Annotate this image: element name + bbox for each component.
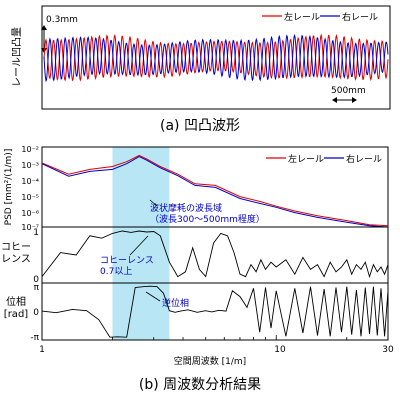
panel-b: PSD [mm²/(1/m)] 10⁻² 10⁻³ 10⁻⁴ 10⁻⁵ 10⁻⁶… <box>1 145 394 393</box>
legend-b-left-label: 左レール <box>288 153 324 165</box>
psd-tick-labels: 10⁻² 10⁻³ 10⁻⁴ 10⁻⁵ 10⁻⁶ 10⁻⁷ <box>21 145 39 232</box>
panel-a-frame <box>41 5 391 110</box>
psd-tick-label: 10⁻⁵ <box>21 193 39 202</box>
x-axis-label: 空間周波数 [1/m] <box>174 355 246 367</box>
coh-ylabel: コヒーレンス <box>1 241 31 265</box>
psd-annotation: 波状摩耗の波長域（波長300〜500mm程度） <box>150 202 265 225</box>
y-scale-label: 0.3mm <box>46 15 78 25</box>
caption-b: (b) 周波数分析結果 <box>139 377 261 393</box>
phase-tick-label: 0 <box>33 308 39 318</box>
y-scale-arrow-down <box>41 48 47 53</box>
psd-tick-label: 10⁻² <box>21 145 39 154</box>
caption-a: (a) 凹凸波形 <box>160 118 240 134</box>
coh-annotation: コヒーレンス 0.7以上 <box>100 255 154 277</box>
coh-tick-label: 1 <box>33 228 39 238</box>
x-scale-arrow-left <box>332 97 337 103</box>
coh-annotation-arrow <box>129 235 149 256</box>
psd-tick-label: 10⁻³ <box>21 161 39 170</box>
series-right-rail-waveform <box>43 33 389 83</box>
panel-a: レール凹凸量 0.3mm 左レール 右レール 500mm (a) 凹凸波形 <box>11 5 391 134</box>
psd-annotation-arrow <box>149 199 158 207</box>
coh-frame <box>41 226 389 284</box>
series-coherence <box>41 230 389 279</box>
x-scale-arrow-right <box>352 97 357 103</box>
x-tick-label: 10 <box>274 345 286 355</box>
coh-tick-label: 0 <box>33 275 39 285</box>
psd-ylabel: PSD [mm²/(1/m)] <box>4 149 14 226</box>
psd-tick-label: 10⁻⁷ <box>21 223 39 232</box>
phase-tick-label: π <box>34 283 40 293</box>
x-tick-label: 1 <box>39 345 45 355</box>
panel-a-ylabel: レール凹凸量 <box>11 27 23 87</box>
series-phase <box>41 285 389 338</box>
x-tick-label: 30 <box>382 345 394 355</box>
x-axis-ticks <box>41 335 389 340</box>
phase-tick-label: -π <box>30 333 39 343</box>
psd-tick-label: 10⁻⁴ <box>21 177 39 186</box>
legend-a-left-label: 左レール <box>284 11 320 23</box>
phase-annotation-arrow <box>145 291 161 302</box>
psd-tick-label: 10⁻⁶ <box>21 209 39 218</box>
series-psd-right-rail <box>41 156 389 228</box>
y-scale-arrow-up <box>41 25 47 30</box>
series-psd-left-rail <box>41 154 389 227</box>
phase-annotation: 逆位相 <box>162 297 189 309</box>
legend-b-right-label: 右レール <box>346 153 382 165</box>
legend-a-right-label: 右レール <box>342 11 378 23</box>
x-scale-label: 500mm <box>331 86 366 96</box>
phase-ylabel: 位相[rad] <box>4 295 28 320</box>
